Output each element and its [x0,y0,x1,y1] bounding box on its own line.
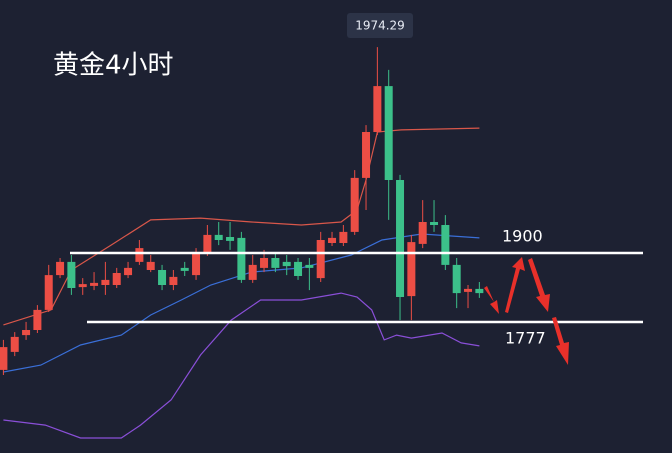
candle-body [56,261,65,276]
candle-body [237,237,246,280]
candle-body [350,177,359,232]
candle-body [373,86,382,132]
candle-body [316,240,325,279]
candle-body [328,237,337,243]
candle-body [260,258,269,268]
candle-body [78,284,87,288]
candle-body [0,347,8,370]
arrows [484,257,569,365]
candle-body [475,288,484,294]
candle-body [226,237,235,241]
candle-body [214,234,223,240]
candle-body [158,270,167,285]
candle-body [362,132,371,178]
candle-body [430,222,439,225]
arrow [484,286,499,314]
candle-body [146,261,155,270]
tooltip [347,13,413,38]
candle-body [192,252,201,276]
band-line [3,127,480,326]
candle-body [44,275,53,310]
chart-title: 黄金4小时 [53,51,174,81]
candle-body [101,279,110,285]
candle-body [67,261,76,288]
candle-body [180,267,189,271]
candle-body [248,264,257,280]
candle-body [33,309,42,330]
candle-body [282,261,291,267]
band-line [3,292,480,439]
candle-body [452,264,461,294]
level-label: 1777 [505,329,546,348]
candle-body [339,231,348,243]
arrow [528,258,550,312]
candle-body [305,264,314,268]
candle-body [203,234,212,253]
candle-body [441,225,450,265]
candle-body [407,242,416,297]
candle-body [22,330,31,336]
candle-body [10,336,19,352]
candle-body [396,180,405,297]
candle-body [169,276,178,285]
band-line [3,233,480,373]
plot [0,47,484,439]
candle-body [90,282,99,286]
candle-body [271,258,280,268]
candle-body [384,86,393,180]
arrow [552,317,569,365]
candle-body [464,288,473,292]
candle-body [135,248,144,262]
candle-body [418,222,427,244]
arrow [505,257,525,313]
candle-body [124,267,133,276]
level-label: 1900 [502,227,543,246]
candle-body [294,261,303,276]
candle-body [112,273,121,285]
tooltip-text: 1974.29 [355,19,405,33]
